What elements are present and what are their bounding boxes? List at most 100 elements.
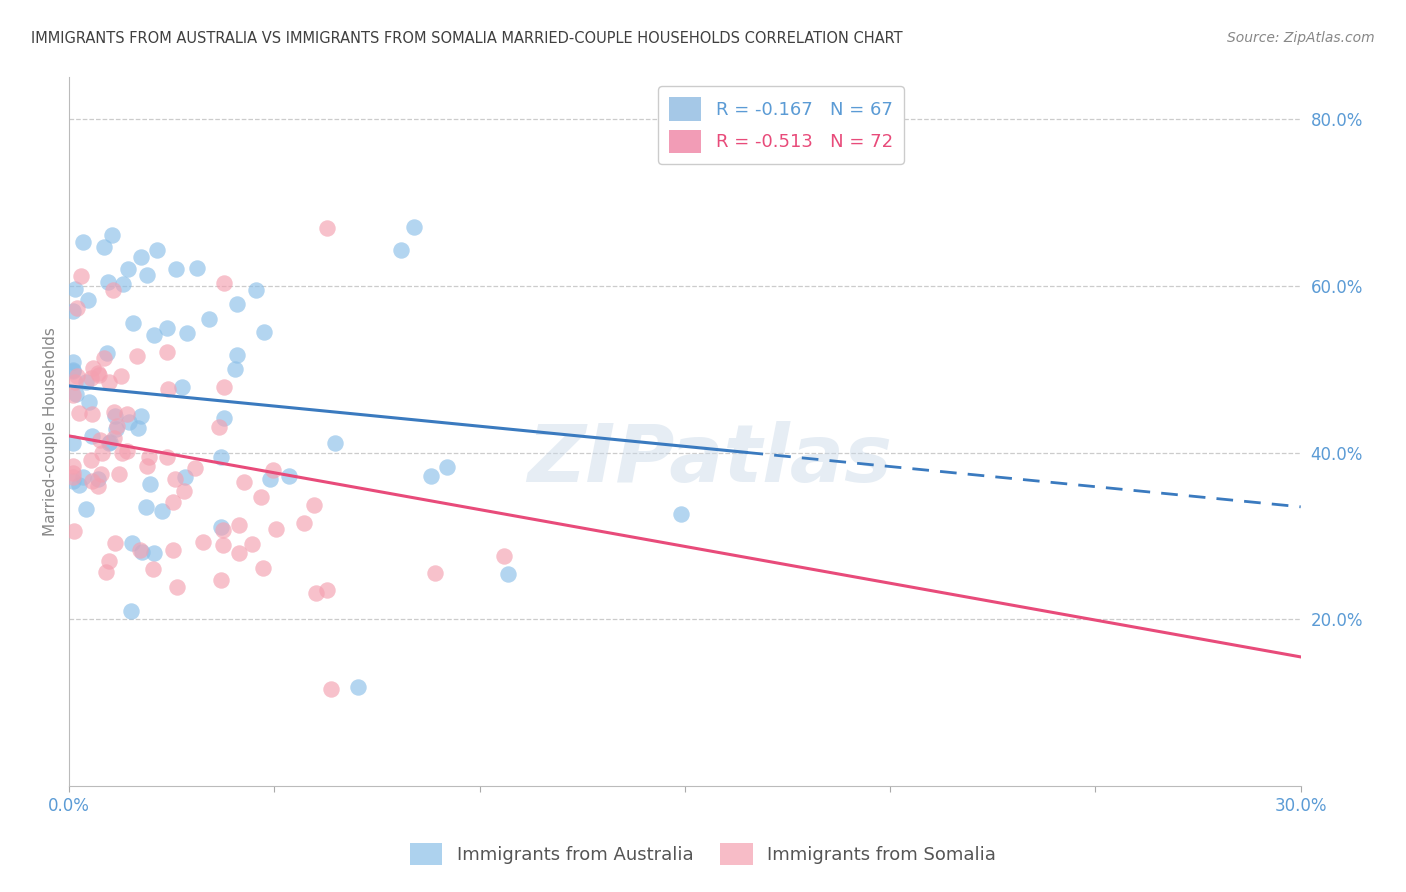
- Point: [323, 436, 346, 450]
- Point: [166, 580, 188, 594]
- Point: [82, 361, 104, 376]
- Point: [80, 452, 103, 467]
- Point: [108, 467, 131, 482]
- Point: [131, 545, 153, 559]
- Point: [111, 446, 134, 460]
- Point: [212, 523, 235, 537]
- Point: [62, 363, 84, 377]
- Point: [97, 275, 120, 289]
- Y-axis label: Married-couple Households: Married-couple Households: [44, 327, 58, 536]
- Point: [245, 283, 267, 297]
- Point: [316, 582, 339, 597]
- Point: [93, 351, 115, 365]
- Point: [266, 522, 288, 536]
- Point: [105, 421, 128, 435]
- Point: [142, 327, 165, 342]
- Point: [197, 311, 219, 326]
- Point: [93, 240, 115, 254]
- Point: [87, 479, 110, 493]
- Point: [211, 538, 233, 552]
- Point: [62, 470, 84, 484]
- Point: [225, 296, 247, 310]
- Point: [423, 566, 446, 580]
- Point: [101, 227, 124, 242]
- Point: [67, 406, 90, 420]
- Point: [129, 250, 152, 264]
- Point: [436, 460, 458, 475]
- Point: [63, 375, 86, 389]
- Point: [82, 408, 104, 422]
- Point: [389, 243, 412, 257]
- Point: [62, 458, 84, 473]
- Point: [191, 535, 214, 549]
- Point: [228, 517, 250, 532]
- Point: [62, 524, 84, 538]
- Point: [224, 362, 246, 376]
- Point: [496, 566, 519, 581]
- Point: [315, 221, 337, 235]
- Point: [305, 586, 328, 600]
- Point: [75, 501, 97, 516]
- Point: [139, 477, 162, 491]
- Point: [89, 433, 111, 447]
- Point: [111, 277, 134, 291]
- Point: [228, 547, 250, 561]
- Point: [262, 463, 284, 477]
- Point: [70, 268, 93, 283]
- Point: [110, 369, 132, 384]
- Point: [62, 474, 84, 488]
- Point: [77, 293, 100, 307]
- Point: [176, 326, 198, 340]
- Point: [98, 554, 121, 568]
- Point: [98, 434, 121, 449]
- Point: [174, 470, 197, 484]
- Point: [80, 429, 103, 443]
- Legend: Immigrants from Australia, Immigrants from Somalia: Immigrants from Australia, Immigrants fr…: [402, 836, 1004, 872]
- Point: [62, 466, 84, 480]
- Point: [120, 604, 142, 618]
- Point: [209, 520, 232, 534]
- Point: [212, 410, 235, 425]
- Point: [96, 565, 118, 579]
- Point: [79, 370, 101, 384]
- Point: [121, 536, 143, 550]
- Point: [259, 472, 281, 486]
- Point: [302, 498, 325, 512]
- Point: [156, 345, 179, 359]
- Point: [96, 346, 118, 360]
- Point: [117, 262, 139, 277]
- Point: [146, 244, 169, 258]
- Point: [233, 475, 256, 489]
- Point: [226, 348, 249, 362]
- Point: [66, 369, 89, 384]
- Point: [67, 477, 90, 491]
- Point: [62, 435, 84, 450]
- Point: [105, 419, 128, 434]
- Point: [278, 469, 301, 483]
- Point: [103, 431, 125, 445]
- Point: [72, 235, 94, 249]
- Point: [62, 355, 84, 369]
- Point: [209, 450, 232, 465]
- Point: [162, 542, 184, 557]
- Point: [75, 375, 97, 389]
- Point: [671, 507, 693, 521]
- Point: [118, 415, 141, 429]
- Point: [156, 321, 179, 335]
- Point: [121, 316, 143, 330]
- Point: [346, 680, 368, 694]
- Point: [115, 407, 138, 421]
- Point: [138, 450, 160, 464]
- Point: [208, 419, 231, 434]
- Point: [86, 366, 108, 380]
- Point: [156, 450, 179, 464]
- Point: [62, 304, 84, 318]
- Point: [87, 472, 110, 486]
- Point: [157, 382, 180, 396]
- Point: [419, 468, 441, 483]
- Point: [101, 283, 124, 297]
- Point: [90, 467, 112, 481]
- Point: [136, 268, 159, 282]
- Point: [292, 516, 315, 530]
- Point: [253, 325, 276, 339]
